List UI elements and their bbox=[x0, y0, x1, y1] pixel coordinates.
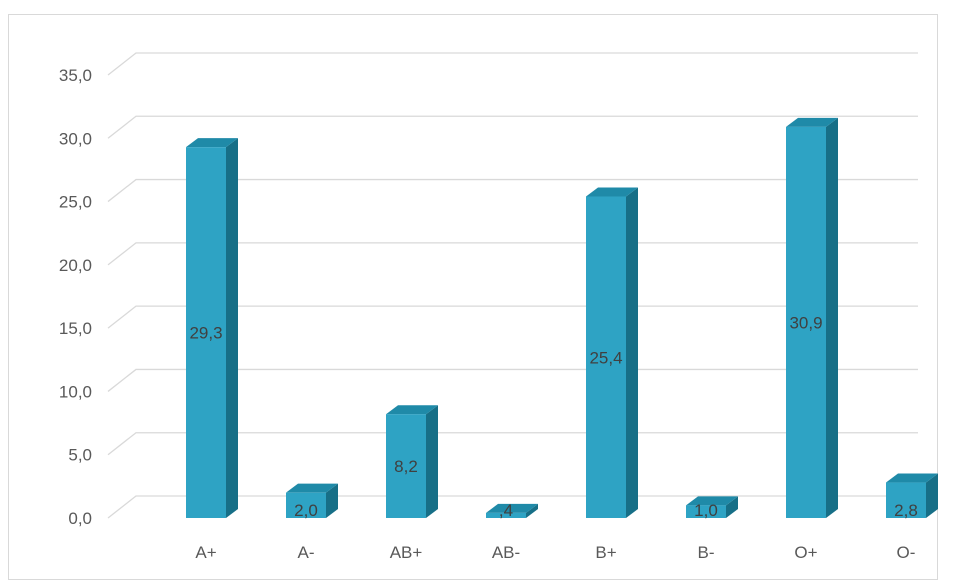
bar-side bbox=[926, 473, 938, 518]
bar bbox=[786, 117, 838, 518]
gridline bbox=[107, 115, 918, 139]
data-label: 8,2 bbox=[394, 457, 418, 476]
data-labels: 29,3 2,0 8,2 ,4 25,4 1,0 30,9 2,8 bbox=[189, 313, 917, 520]
data-label: 30,9 bbox=[789, 313, 822, 332]
y-tick-label: 15,0 bbox=[59, 319, 92, 338]
bar-top bbox=[486, 503, 538, 513]
data-label: 1,0 bbox=[694, 501, 718, 520]
bar-side bbox=[226, 138, 238, 518]
x-tick-label: AB+ bbox=[390, 543, 423, 562]
bar bbox=[586, 187, 638, 518]
bar-front bbox=[886, 482, 926, 518]
y-tick-label: 10,0 bbox=[59, 382, 92, 401]
x-tick-label: A+ bbox=[195, 543, 216, 562]
gridline bbox=[107, 368, 918, 392]
bars bbox=[186, 117, 938, 518]
bar-front bbox=[486, 512, 526, 518]
x-axis-ticks: A+ A- AB+ AB- B+ B- O+ O- bbox=[195, 543, 915, 562]
gridline bbox=[107, 305, 918, 329]
x-tick-label: B+ bbox=[595, 543, 616, 562]
bar-front bbox=[786, 126, 826, 518]
bar bbox=[286, 483, 338, 518]
bar-front bbox=[386, 414, 426, 518]
bar-side bbox=[726, 496, 738, 518]
data-label: 29,3 bbox=[189, 324, 222, 343]
bar bbox=[186, 138, 238, 518]
bar-top bbox=[886, 473, 938, 483]
y-tick-label: 20,0 bbox=[59, 256, 92, 275]
bar-top bbox=[386, 405, 438, 415]
y-tick-label: 35,0 bbox=[59, 66, 92, 85]
y-axis-ticks: 0,0 5,0 10,0 15,0 20,0 25,0 30,0 35,0 bbox=[59, 66, 92, 528]
y-tick-label: 5,0 bbox=[68, 446, 92, 465]
bar-side bbox=[826, 117, 838, 518]
data-label: 2,8 bbox=[894, 501, 918, 520]
bar-side bbox=[526, 503, 538, 518]
data-label: ,4 bbox=[499, 501, 513, 520]
bar-top bbox=[786, 117, 838, 127]
bar-front bbox=[686, 505, 726, 518]
bar-top bbox=[186, 138, 238, 148]
bar-top bbox=[586, 187, 638, 197]
bar-front bbox=[186, 147, 226, 518]
x-tick-label: A- bbox=[298, 543, 315, 562]
bar bbox=[686, 496, 738, 518]
y-tick-label: 30,0 bbox=[59, 129, 92, 148]
bar-side bbox=[426, 405, 438, 518]
gridline bbox=[107, 242, 918, 266]
bar bbox=[886, 473, 938, 518]
gridline bbox=[107, 52, 918, 76]
gridlines bbox=[107, 52, 918, 519]
gridline bbox=[107, 495, 918, 519]
gridline bbox=[107, 178, 918, 203]
bar-side bbox=[626, 187, 638, 518]
y-tick-label: 0,0 bbox=[68, 509, 92, 528]
x-tick-label: B- bbox=[698, 543, 715, 562]
x-tick-label: AB- bbox=[492, 543, 520, 562]
chart-frame bbox=[8, 14, 938, 580]
x-tick-label: O- bbox=[897, 543, 916, 562]
bar-side bbox=[326, 483, 338, 518]
bar bbox=[386, 405, 438, 518]
bar bbox=[486, 503, 538, 518]
x-tick-label: O+ bbox=[794, 543, 817, 562]
data-label: 2,0 bbox=[294, 501, 318, 520]
bar-front bbox=[586, 196, 626, 518]
bar-top bbox=[686, 496, 738, 506]
y-tick-label: 25,0 bbox=[59, 193, 92, 212]
bar-top bbox=[286, 483, 338, 493]
gridline bbox=[107, 432, 918, 456]
data-label: 25,4 bbox=[589, 348, 622, 367]
bar-front bbox=[286, 492, 326, 518]
